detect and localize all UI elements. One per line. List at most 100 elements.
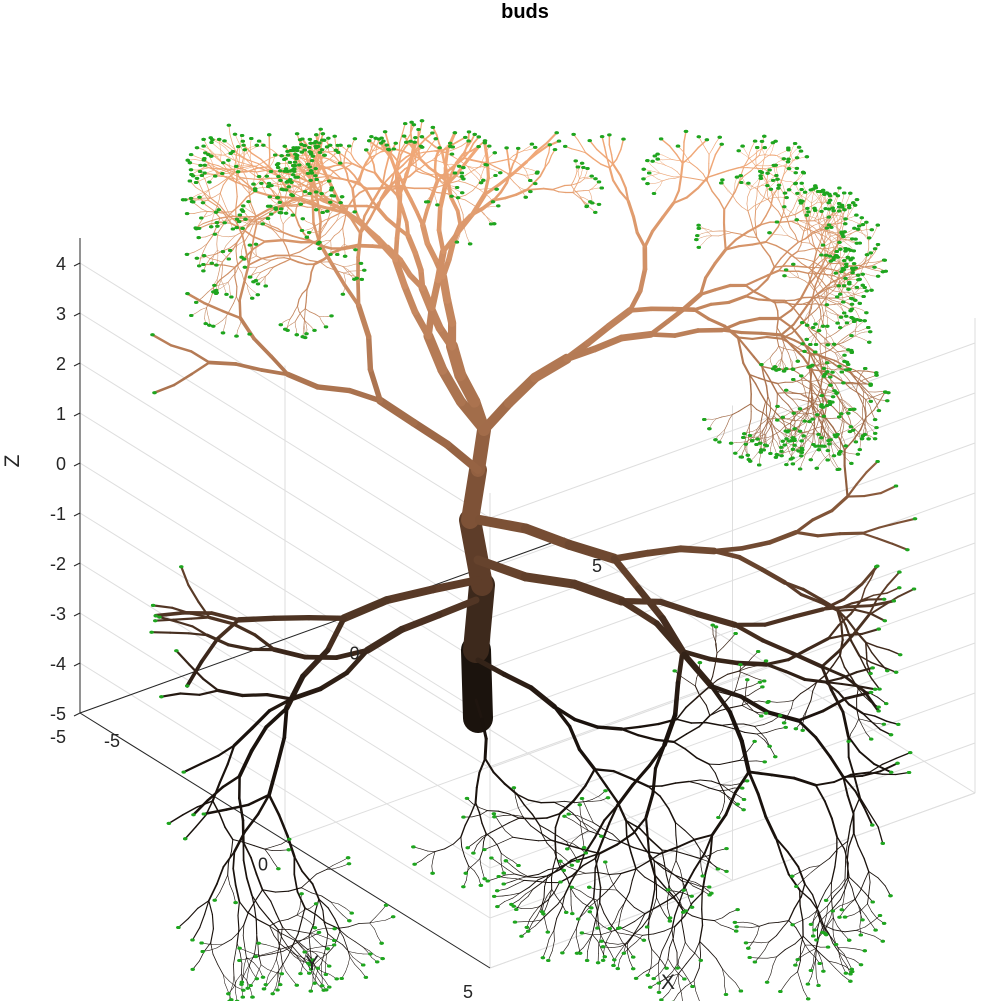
branch-segment <box>327 158 336 164</box>
branch-segment <box>788 235 796 240</box>
branch-segment <box>807 192 813 198</box>
branch-segment <box>414 158 417 166</box>
branch-segment <box>858 750 876 765</box>
branch-segment <box>864 641 873 654</box>
branch-segment <box>842 776 857 793</box>
branch-segment <box>829 234 835 237</box>
branch-segment <box>832 917 838 927</box>
branch-segment <box>322 909 325 923</box>
branch-segment <box>579 830 589 836</box>
branch-segment <box>830 817 838 838</box>
branch-segment <box>720 320 742 332</box>
branch-segment <box>847 294 855 297</box>
branch-segment <box>797 244 802 252</box>
branch-segment <box>783 299 796 302</box>
branch-segment <box>867 604 885 616</box>
branch-segment <box>830 219 834 225</box>
branch-segment <box>799 393 807 397</box>
branch-segment <box>787 404 794 412</box>
branch-segment <box>237 901 240 917</box>
branch-segment <box>873 400 881 411</box>
branch-segment <box>820 458 825 464</box>
branch-segment <box>791 607 825 619</box>
branch-segment <box>650 957 653 968</box>
branch-segment <box>726 414 733 417</box>
branch-segment <box>699 276 708 296</box>
branch-segment <box>831 441 836 446</box>
branch-segment <box>287 323 292 327</box>
branch-segment <box>461 461 487 529</box>
branch-segment <box>695 990 700 1001</box>
branch-segment <box>794 234 799 243</box>
branch-segment <box>802 944 806 953</box>
branch-segment <box>329 165 335 168</box>
branch-segment <box>769 183 774 188</box>
branch-segment <box>879 728 892 736</box>
branch-segment <box>791 398 796 404</box>
branch-segment <box>518 186 523 190</box>
branch-segment <box>767 380 779 385</box>
branch-segment <box>692 308 711 321</box>
branch-segment <box>863 423 866 430</box>
branch-segment <box>787 209 793 213</box>
branch-segment <box>731 232 741 235</box>
branch-segment <box>763 155 766 162</box>
branch-segment <box>627 306 654 313</box>
branch-segment <box>303 167 307 171</box>
branch-segment <box>447 164 450 168</box>
branch-segment <box>594 839 604 860</box>
branch-segment <box>643 229 655 249</box>
branch-segment <box>664 958 669 967</box>
branch-segment <box>848 335 856 340</box>
branch-segment <box>847 825 851 842</box>
branch-segment <box>787 165 793 168</box>
branch-segment <box>870 720 882 731</box>
branch-segment <box>833 887 843 897</box>
branch-segment <box>836 261 844 264</box>
branch-segment <box>666 174 675 178</box>
branch-segment <box>283 257 291 260</box>
branch-segment <box>760 433 767 437</box>
branch-segment <box>757 189 761 195</box>
branch-segment <box>753 180 758 186</box>
branch-segment <box>314 966 320 974</box>
branch-segment <box>814 336 821 344</box>
branch-segment <box>326 947 334 955</box>
branch-segment <box>229 983 234 993</box>
branch-segment <box>257 919 271 927</box>
branch-segment <box>426 146 431 153</box>
branch-segment <box>846 618 858 633</box>
branch-segment <box>579 174 582 179</box>
branch-segment <box>682 150 687 158</box>
branch-segment <box>225 803 250 811</box>
branch-segment <box>780 358 782 363</box>
branch-segment <box>800 221 806 224</box>
branch-segment <box>818 195 822 200</box>
branch-segment <box>568 874 578 879</box>
branch-segment <box>288 887 302 892</box>
branch-segment <box>876 537 894 545</box>
branch-segment <box>310 263 316 274</box>
branch-segment <box>809 948 817 952</box>
branch-segment <box>854 630 867 644</box>
branch-segment <box>681 942 686 952</box>
branch-segment <box>767 529 799 545</box>
branch-segment <box>232 850 236 870</box>
branch-segment <box>861 532 879 540</box>
branch-segment <box>281 220 284 225</box>
branch-segment <box>837 373 842 379</box>
branch-segment <box>817 436 820 442</box>
branch-segment <box>233 215 241 218</box>
branch-segment <box>823 420 827 427</box>
branch-segment <box>762 437 769 439</box>
branch-segment <box>308 923 315 937</box>
branch-segment <box>264 222 273 227</box>
branch-segment <box>826 315 828 322</box>
branch-segment <box>819 225 826 230</box>
branch-segment <box>300 237 311 242</box>
branch-segment <box>310 969 314 978</box>
branch-segment <box>821 605 849 611</box>
branch-segment <box>316 976 322 984</box>
branch-segment <box>842 296 849 299</box>
branch-segment <box>769 149 773 155</box>
